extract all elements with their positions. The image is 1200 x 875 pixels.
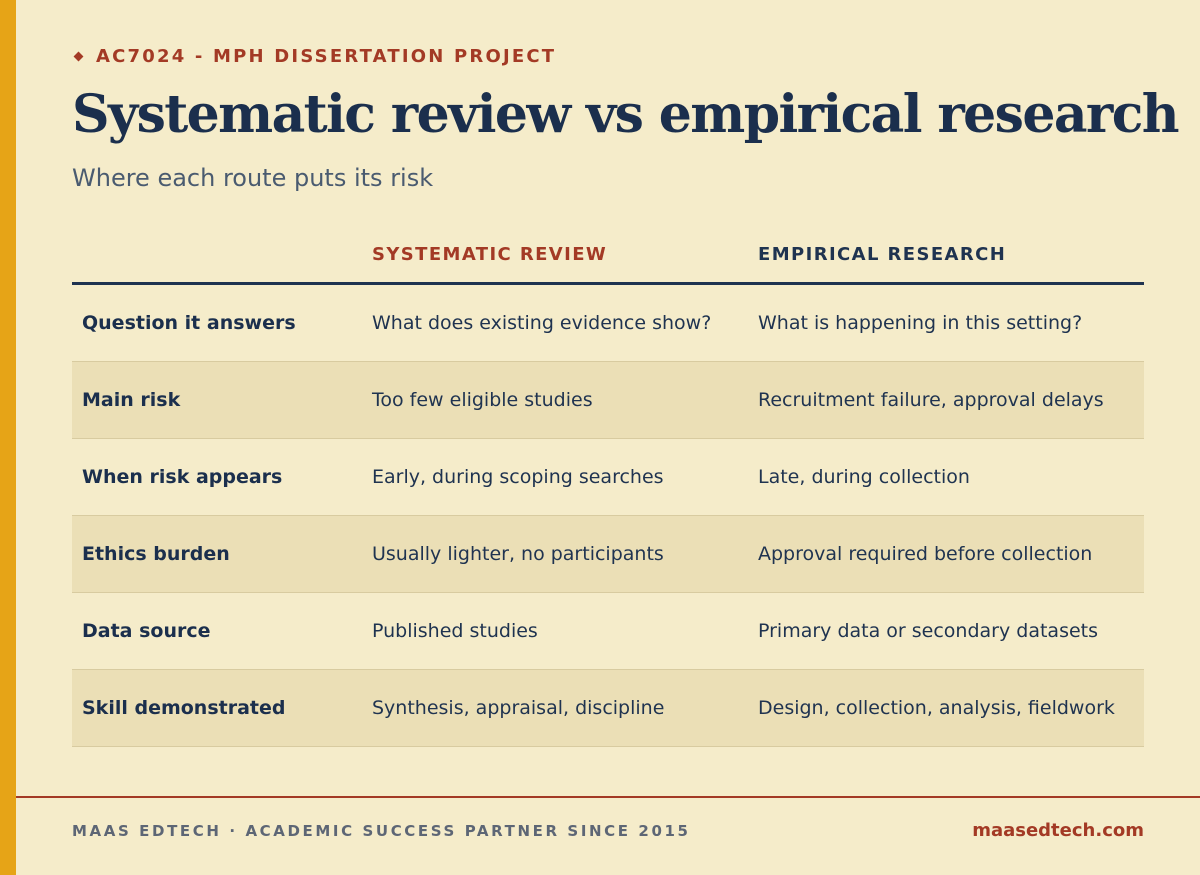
systematic-cell: Usually lighter, no participants bbox=[372, 543, 664, 565]
systematic-cell: What does existing evidence show? bbox=[372, 312, 712, 334]
systematic-cell: Early, during scoping searches bbox=[372, 466, 664, 488]
empirical-cell: Approval required before collection bbox=[758, 543, 1093, 565]
table-row: Ethics burden Usually lighter, no partic… bbox=[72, 516, 1144, 593]
row-label: When risk appears bbox=[82, 466, 283, 488]
systematic-cell: Too few eligible studies bbox=[372, 389, 593, 411]
comparison-table: SYSTEMATIC REVIEW EMPIRICAL RESEARCH Que… bbox=[72, 226, 1144, 747]
header-systematic-review: SYSTEMATIC REVIEW bbox=[372, 243, 608, 265]
empirical-cell: Primary data or secondary datasets bbox=[758, 620, 1099, 642]
diamond-bullet-icon bbox=[73, 51, 84, 62]
row-label: Skill demonstrated bbox=[82, 697, 286, 719]
table-row: Question it answers What does existing e… bbox=[72, 285, 1144, 362]
empirical-cell: Late, during collection bbox=[758, 466, 970, 488]
header-empirical-research: EMPIRICAL RESEARCH bbox=[758, 243, 1007, 265]
table-row: Main risk Too few eligible studies Recru… bbox=[72, 362, 1144, 439]
systematic-cell: Synthesis, appraisal, discipline bbox=[372, 697, 665, 719]
table-row: When risk appears Early, during scoping … bbox=[72, 439, 1144, 516]
page-title: Systematic review vs empirical research bbox=[72, 84, 1180, 145]
eyebrow: AC7024 - MPH DISSERTATION PROJECT bbox=[72, 46, 556, 67]
row-label: Question it answers bbox=[82, 312, 296, 334]
footer-divider bbox=[16, 796, 1200, 798]
eyebrow-text: AC7024 - MPH DISSERTATION PROJECT bbox=[96, 46, 557, 67]
systematic-cell: Published studies bbox=[372, 620, 538, 642]
empirical-cell: Design, collection, analysis, fieldwork bbox=[758, 697, 1115, 719]
page-subtitle: Where each route puts its risk bbox=[72, 164, 434, 192]
accent-bar bbox=[0, 0, 16, 875]
row-label: Data source bbox=[82, 620, 211, 642]
empirical-cell: What is happening in this setting? bbox=[758, 312, 1083, 334]
footer-website-link[interactable]: maasedtech.com bbox=[972, 820, 1144, 841]
table-header: SYSTEMATIC REVIEW EMPIRICAL RESEARCH bbox=[72, 226, 1144, 285]
table-row: Data source Published studies Primary da… bbox=[72, 593, 1144, 670]
empirical-cell: Recruitment failure, approval delays bbox=[758, 389, 1104, 411]
table-row: Skill demonstrated Synthesis, appraisal,… bbox=[72, 670, 1144, 747]
row-label: Main risk bbox=[82, 389, 181, 411]
footer-tagline: MAAS EDTECH · ACADEMIC SUCCESS PARTNER S… bbox=[72, 822, 691, 840]
row-label: Ethics burden bbox=[82, 543, 230, 565]
